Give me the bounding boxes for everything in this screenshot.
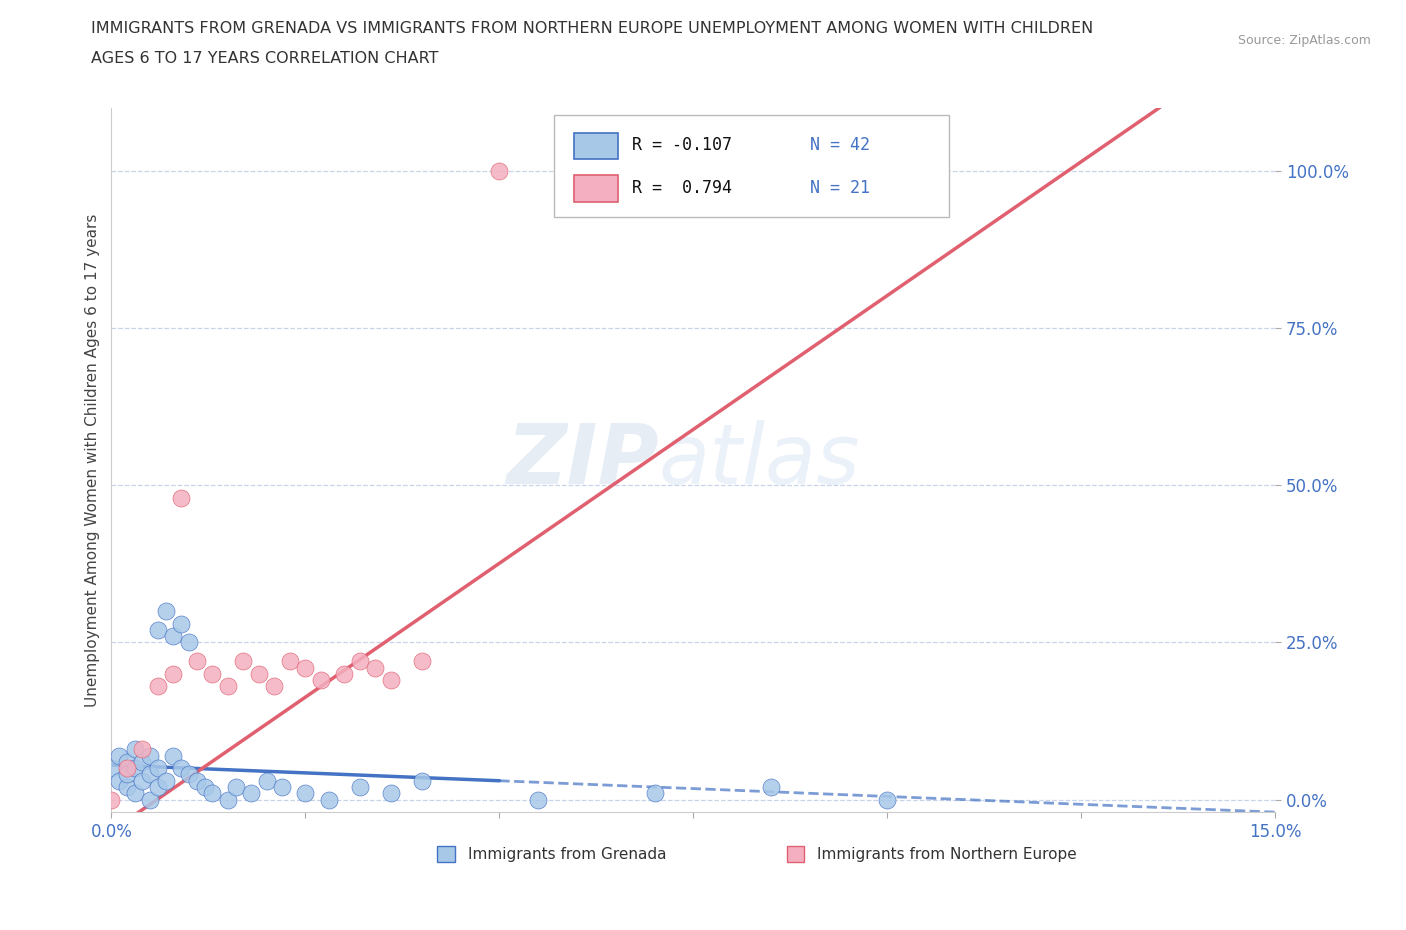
Text: IMMIGRANTS FROM GRENADA VS IMMIGRANTS FROM NORTHERN EUROPE UNEMPLOYMENT AMONG WO: IMMIGRANTS FROM GRENADA VS IMMIGRANTS FR… xyxy=(91,21,1094,36)
Text: N = 42: N = 42 xyxy=(810,137,870,154)
Point xyxy=(318,792,340,807)
Point xyxy=(155,774,177,789)
Point xyxy=(177,635,200,650)
Text: AGES 6 TO 17 YEARS CORRELATION CHART: AGES 6 TO 17 YEARS CORRELATION CHART xyxy=(91,51,439,66)
Point xyxy=(162,629,184,644)
Text: Immigrants from Grenada: Immigrants from Grenada xyxy=(468,846,666,861)
Point xyxy=(146,679,169,694)
Point xyxy=(139,767,162,782)
Point xyxy=(146,622,169,637)
Text: N = 21: N = 21 xyxy=(810,179,870,196)
Point xyxy=(294,786,316,801)
Point xyxy=(170,616,193,631)
Point xyxy=(100,761,122,776)
Point xyxy=(124,742,146,757)
Point xyxy=(162,667,184,682)
Point xyxy=(170,761,193,776)
Point xyxy=(488,164,510,179)
Point xyxy=(201,667,224,682)
Point xyxy=(527,792,550,807)
Point xyxy=(108,774,131,789)
Point xyxy=(124,761,146,776)
Y-axis label: Unemployment Among Women with Children Ages 6 to 17 years: Unemployment Among Women with Children A… xyxy=(86,213,100,707)
Point xyxy=(186,774,208,789)
Point xyxy=(644,786,666,801)
Point xyxy=(131,742,153,757)
Point xyxy=(271,779,294,794)
Point xyxy=(349,654,371,669)
Point xyxy=(309,672,332,687)
Point xyxy=(131,774,153,789)
Point xyxy=(170,490,193,505)
Point xyxy=(186,654,208,669)
Point xyxy=(162,748,184,763)
Point xyxy=(247,667,270,682)
Point xyxy=(115,754,138,769)
Text: ZIP: ZIP xyxy=(506,419,658,500)
Text: R =  0.794: R = 0.794 xyxy=(631,179,731,196)
Point xyxy=(333,667,356,682)
Point xyxy=(146,761,169,776)
Point xyxy=(201,786,224,801)
Point xyxy=(115,767,138,782)
Text: Source: ZipAtlas.com: Source: ZipAtlas.com xyxy=(1237,34,1371,47)
Point xyxy=(240,786,263,801)
Bar xyxy=(574,175,617,202)
Point xyxy=(380,786,402,801)
Point xyxy=(217,792,239,807)
Point xyxy=(876,792,898,807)
Text: R = -0.107: R = -0.107 xyxy=(631,137,731,154)
Point xyxy=(193,779,215,794)
Point xyxy=(364,660,387,675)
Point xyxy=(225,779,247,794)
Point xyxy=(131,754,153,769)
Point xyxy=(217,679,239,694)
FancyBboxPatch shape xyxy=(554,115,949,217)
Point xyxy=(139,792,162,807)
Point xyxy=(115,761,138,776)
Point xyxy=(108,748,131,763)
Point xyxy=(263,679,285,694)
Point xyxy=(411,654,433,669)
Point xyxy=(100,792,122,807)
Point xyxy=(294,660,316,675)
Point xyxy=(232,654,254,669)
Point xyxy=(380,672,402,687)
Point xyxy=(349,779,371,794)
Text: Immigrants from Northern Europe: Immigrants from Northern Europe xyxy=(817,846,1077,861)
Text: atlas: atlas xyxy=(658,419,860,500)
Point xyxy=(411,774,433,789)
Point xyxy=(278,654,301,669)
Point xyxy=(256,774,278,789)
Point xyxy=(146,779,169,794)
Bar xyxy=(574,133,617,159)
Point xyxy=(155,604,177,618)
Point xyxy=(759,779,782,794)
Point xyxy=(124,786,146,801)
Point xyxy=(177,767,200,782)
Point xyxy=(139,748,162,763)
Point xyxy=(115,779,138,794)
